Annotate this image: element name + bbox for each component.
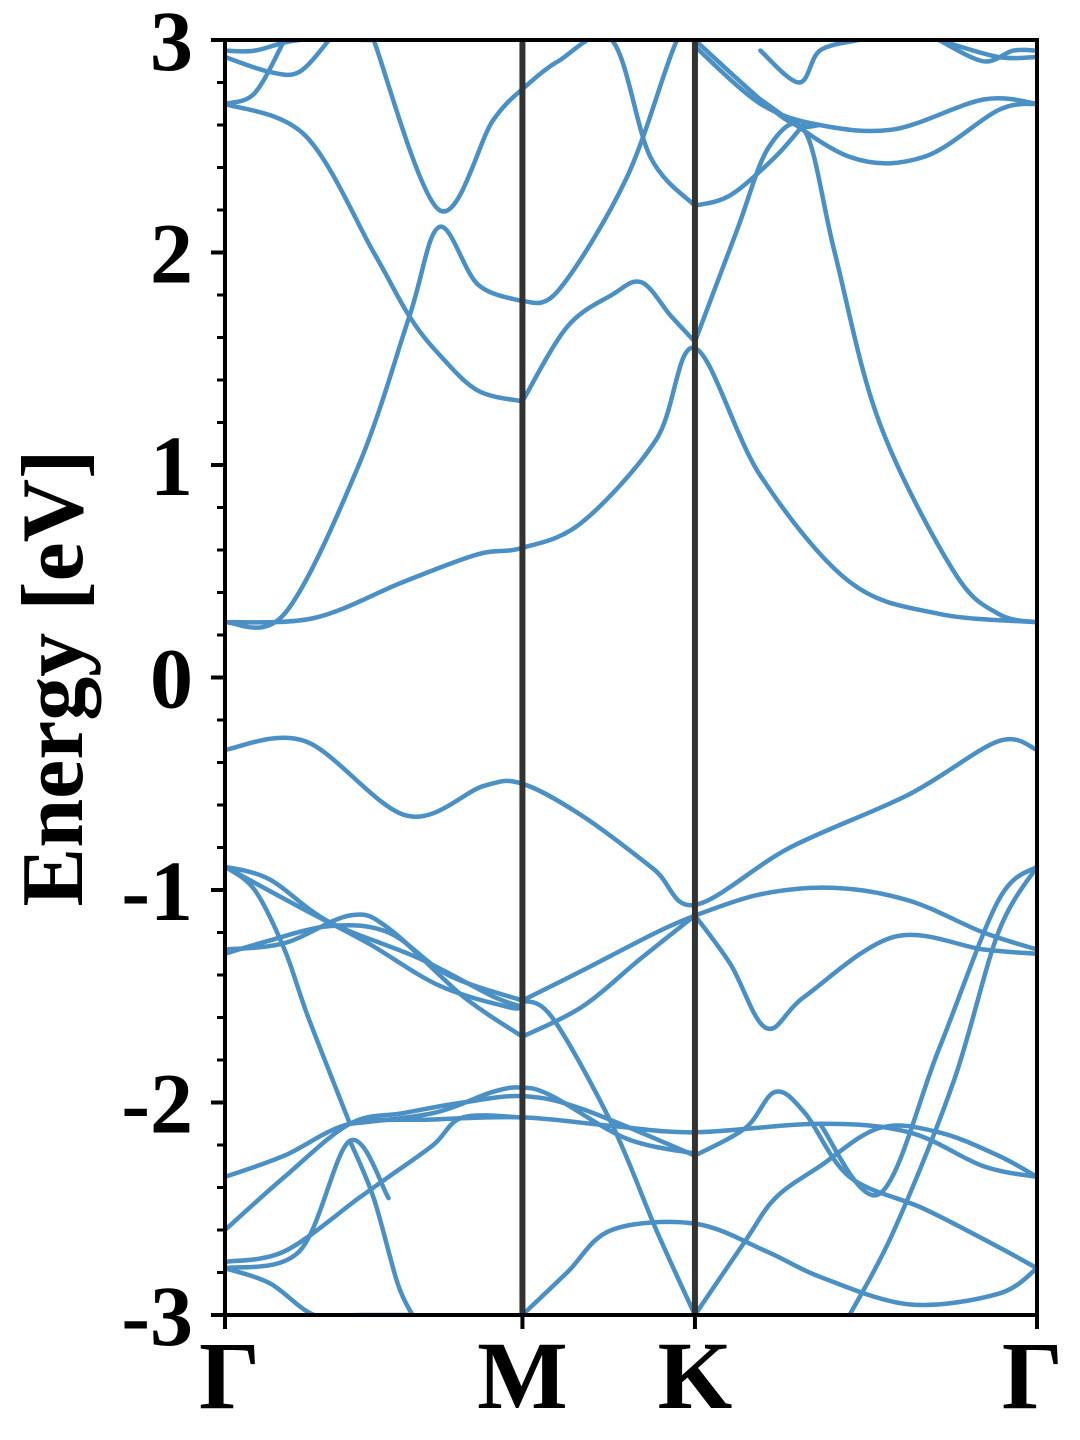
x-tick-label: Γ [199,1322,260,1429]
band-line-24 [520,913,698,1039]
band-line-17 [225,40,287,107]
band-line-26 [692,885,1037,952]
x-tick-label: M [477,1322,568,1429]
band-line-6 [520,279,698,404]
band-line-39 [847,864,1037,1315]
y-tick-label: 0 [150,631,193,727]
band-line-23 [225,912,525,1039]
x-tick-label: Γ [1002,1322,1063,1429]
band-line-27 [692,913,1037,1032]
x-tick-label: K [658,1322,733,1429]
band-line-21 [225,864,525,1011]
band-line-4 [225,101,525,404]
band-line-37 [692,1123,1037,1315]
y-tick-label: -3 [121,1268,193,1364]
y-tick-label: 3 [150,0,193,89]
band-line-3 [225,224,525,630]
band-line-15 [225,40,376,54]
band-line-20 [225,864,525,1010]
band-line-25 [520,913,698,1003]
band-line-7 [692,121,1037,625]
band-line-38 [692,1089,1037,1271]
tick-labels: -3 -2 -1 0 1 2 3 Γ M K Γ [121,0,1063,1429]
high-symmetry-lines [519,40,698,1315]
band-line-14 [758,97,1037,166]
band-line-1 [225,735,1037,908]
band-line-32 [225,1113,525,1265]
band-line-35 [520,998,698,1315]
band-lines [225,40,1037,1315]
band-line-19 [936,40,1037,61]
band-line-2 [225,345,1037,625]
band-line-33 [225,1137,391,1271]
y-tick-label: -1 [121,843,193,939]
band-line-34 [347,1138,415,1315]
y-axis-label: Energy [eV] [5,450,102,907]
band-line-16 [225,40,332,78]
y-tick-label: 1 [150,418,193,514]
band-line-36 [520,1219,1037,1315]
band-line-28 [225,864,353,1127]
band-line-9 [520,40,698,208]
band-line-10 [692,120,808,208]
band-line-40 [817,864,1037,1198]
band-line-12 [758,40,861,85]
band-line-13 [692,44,1037,134]
band-line-41 [225,1266,412,1315]
y-tick-label: 2 [150,206,193,302]
band-line-5 [371,40,525,214]
y-tick-label: -2 [121,1056,193,1152]
band-line-8 [520,40,698,306]
band-line-22 [225,922,525,1003]
band-line-31 [225,1093,698,1233]
axis-ticks [211,38,1039,1329]
